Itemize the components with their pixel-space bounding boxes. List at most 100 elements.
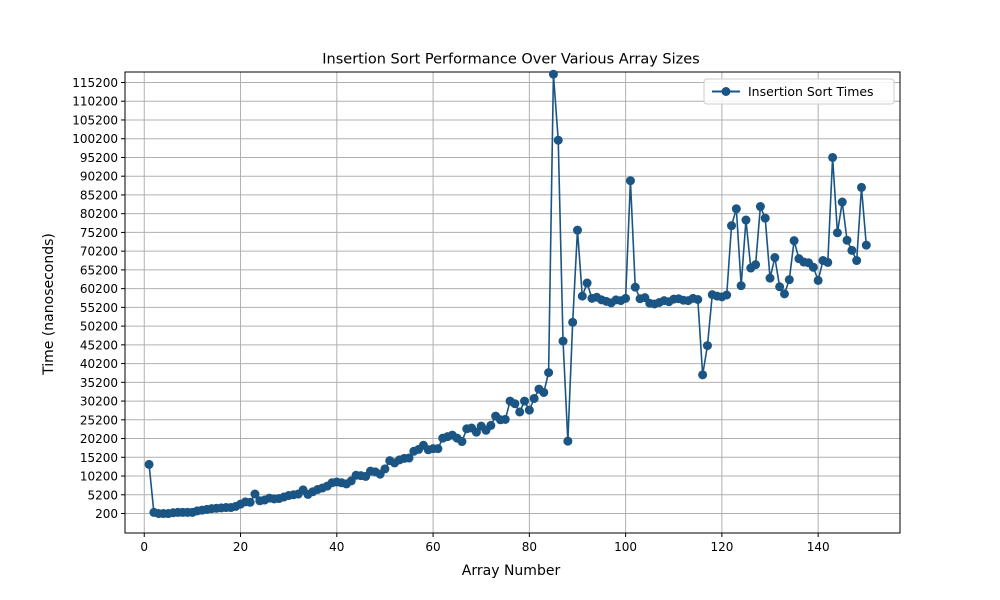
y-tick-label: 10200	[80, 470, 118, 484]
data-point	[625, 176, 635, 186]
data-point	[457, 437, 467, 447]
legend: Insertion Sort Times	[703, 78, 895, 105]
data-point	[510, 399, 520, 409]
y-axis-title: Time (nanoseconds)	[41, 233, 57, 376]
data-point	[471, 427, 481, 437]
data-point	[784, 275, 794, 285]
y-tick-label: 115200	[72, 76, 118, 90]
series-insertion-sort-times	[144, 69, 871, 519]
data-point	[577, 291, 587, 301]
data-point	[524, 405, 534, 415]
y-tick-label: 105200	[72, 113, 118, 127]
y-tick-label: 45200	[80, 338, 118, 352]
legend-box	[703, 78, 895, 105]
data-point	[832, 228, 842, 238]
data-point	[515, 407, 525, 417]
data-point	[770, 253, 780, 263]
y-tick-label: 5200	[87, 488, 118, 502]
data-point	[775, 282, 785, 292]
data-point	[760, 213, 770, 223]
y-tick-label: 75200	[80, 226, 118, 240]
y-tick-label: 35200	[80, 376, 118, 390]
data-point	[404, 453, 414, 463]
data-point	[544, 368, 554, 378]
data-point	[808, 262, 818, 272]
data-point	[847, 245, 857, 255]
y-tick-label: 30200	[80, 395, 118, 409]
data-point	[520, 396, 530, 406]
y-tick-label: 80200	[80, 207, 118, 221]
y-tick-label: 15200	[80, 451, 118, 465]
series-line	[148, 74, 868, 515]
y-tick-label: 65200	[80, 263, 118, 277]
data-point	[572, 225, 582, 235]
data-point	[529, 393, 539, 403]
data-point	[842, 235, 852, 245]
data-point	[741, 215, 751, 225]
data-point	[693, 295, 703, 305]
data-point	[722, 290, 732, 300]
data-point	[539, 387, 549, 397]
x-tick-label: 40	[329, 540, 344, 554]
data-point	[731, 204, 741, 214]
y-tick-label: 85200	[80, 188, 118, 202]
x-tick-label: 60	[425, 540, 440, 554]
x-tick-label: 120	[710, 540, 733, 554]
data-point	[698, 370, 708, 380]
data-point	[765, 273, 775, 283]
data-point	[727, 221, 737, 231]
data-point	[755, 202, 765, 212]
grid-lines	[125, 72, 900, 533]
data-point	[856, 182, 866, 192]
data-point	[558, 336, 568, 346]
data-point	[852, 256, 862, 266]
data-point	[779, 289, 789, 299]
data-point	[813, 275, 823, 285]
chart-title: Insertion Sort Performance Over Various …	[322, 52, 699, 68]
data-point	[500, 414, 510, 424]
data-point	[548, 69, 558, 79]
y-tick-label: 90200	[80, 170, 118, 184]
axes: 0 20 40 60 80 100 120 140 200 5200 10200 15200 20200…	[72, 71, 901, 554]
legend-label: Insertion Sort Times	[748, 84, 874, 99]
data-point	[751, 260, 761, 270]
data-point	[380, 464, 390, 474]
data-point	[486, 420, 496, 430]
y-tick-label: 60200	[80, 282, 118, 296]
data-point	[789, 236, 799, 246]
x-tick-label: 80	[522, 540, 537, 554]
y-tick-label: 50200	[80, 320, 118, 334]
y-tick-label: 20200	[80, 432, 118, 446]
x-tick-label: 140	[807, 540, 830, 554]
data-point	[702, 341, 712, 351]
y-tick-label: 110200	[72, 95, 118, 109]
plot-frame	[124, 71, 901, 534]
data-point	[837, 197, 847, 207]
x-tick-label: 0	[140, 540, 148, 554]
x-tick-label: 100	[614, 540, 637, 554]
data-point	[250, 489, 260, 499]
y-tick-label: 95200	[80, 151, 118, 165]
data-point	[621, 293, 631, 303]
data-point	[568, 317, 578, 327]
data-point	[553, 135, 563, 145]
y-tick-label: 70200	[80, 245, 118, 259]
data-point	[245, 497, 255, 507]
y-tick-label: 200	[95, 507, 118, 521]
y-tick-label: 25200	[80, 413, 118, 427]
data-point	[736, 281, 746, 291]
data-point	[861, 240, 871, 250]
y-tick-label: 100200	[72, 132, 118, 146]
data-point	[563, 436, 573, 446]
data-point	[823, 257, 833, 267]
data-point	[582, 278, 592, 288]
data-point	[433, 444, 443, 454]
x-tick-label: 20	[233, 540, 248, 554]
x-axis-title: Array Number	[462, 563, 561, 579]
data-point	[144, 459, 154, 469]
legend-marker-swatch	[721, 87, 731, 96]
data-point	[828, 152, 838, 162]
y-tick-label: 40200	[80, 357, 118, 371]
data-point	[630, 282, 640, 292]
